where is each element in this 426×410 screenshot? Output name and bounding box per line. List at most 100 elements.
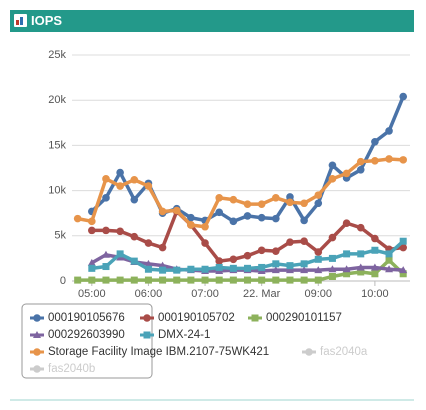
y-tick-label: 25k (48, 49, 66, 61)
point (314, 266, 323, 274)
point (399, 270, 407, 278)
point (357, 250, 365, 258)
header-bar (10, 10, 414, 32)
y-tick-label: 15k (48, 139, 66, 151)
legend-marker (251, 314, 259, 322)
point (300, 266, 309, 274)
point (343, 250, 351, 258)
point (88, 217, 96, 226)
legend-marker (305, 348, 313, 356)
point (399, 156, 408, 164)
point (215, 257, 224, 265)
chart-title: IOPS (31, 13, 62, 28)
point (130, 257, 138, 265)
x-tick-label: 07:00 (191, 288, 219, 300)
series (88, 237, 407, 274)
point (116, 182, 124, 190)
point (116, 276, 124, 284)
point (158, 207, 167, 216)
point (243, 251, 252, 260)
point (399, 92, 408, 101)
legend-marker (33, 365, 41, 373)
point (356, 166, 365, 174)
point (158, 243, 167, 252)
point (243, 212, 252, 220)
x-tick-label: 10:00 (361, 288, 389, 300)
point (130, 276, 138, 284)
point (272, 214, 280, 223)
point (356, 157, 365, 166)
point (356, 223, 365, 232)
point (244, 276, 252, 284)
point (130, 232, 139, 241)
point (314, 191, 323, 199)
point (300, 237, 308, 246)
point (243, 200, 252, 208)
point (88, 226, 96, 235)
point (173, 276, 181, 284)
point (229, 276, 237, 284)
header-icon (14, 14, 27, 27)
point (116, 250, 124, 258)
legend-marker (33, 314, 41, 322)
point (201, 265, 209, 273)
point (399, 243, 408, 252)
point (272, 276, 280, 284)
point (286, 276, 294, 284)
point (201, 276, 209, 284)
point (272, 260, 280, 268)
point (102, 276, 110, 284)
point (272, 194, 280, 202)
x-tick-label: 22. Mar (243, 288, 281, 300)
point (371, 270, 379, 278)
point (144, 259, 153, 267)
point (73, 214, 82, 223)
point (229, 195, 238, 204)
point (300, 276, 308, 284)
point (144, 265, 152, 273)
legend-label: DMX-24-1 (158, 329, 210, 341)
x-tick-label: 06:00 (135, 288, 163, 300)
point (328, 265, 337, 273)
x-tick-label: 05:00 (78, 288, 106, 300)
point (357, 268, 365, 276)
point (187, 265, 195, 273)
point (371, 137, 379, 146)
point (215, 208, 224, 217)
point (271, 266, 280, 274)
point (144, 239, 153, 247)
point (229, 255, 238, 264)
point (229, 264, 237, 272)
point (102, 263, 110, 271)
point (87, 258, 96, 266)
legend-label: fas2040b (48, 363, 95, 375)
legend-label: Storage Facility Image IBM.2107-75WK421 (48, 346, 269, 358)
point (286, 198, 294, 207)
legend-marker (143, 314, 151, 322)
point (272, 247, 280, 255)
point (286, 262, 294, 270)
point (159, 266, 167, 274)
legend-marker (143, 331, 151, 339)
point (328, 175, 337, 183)
point (102, 226, 110, 235)
y-tick-label: 5k (54, 230, 66, 242)
point (74, 276, 82, 284)
point (173, 266, 181, 274)
point (102, 175, 110, 183)
x-tick-label: 09:00 (305, 288, 333, 300)
point (328, 161, 337, 170)
legend-label: 000292603990 (48, 329, 125, 341)
point (370, 263, 379, 271)
point (130, 195, 139, 204)
point (130, 175, 139, 184)
point (371, 246, 379, 254)
point (159, 276, 167, 284)
point (215, 263, 223, 271)
point (342, 265, 351, 273)
point (286, 193, 294, 201)
point (187, 276, 195, 284)
legend-label: 000290101157 (266, 312, 342, 324)
point (187, 213, 195, 222)
